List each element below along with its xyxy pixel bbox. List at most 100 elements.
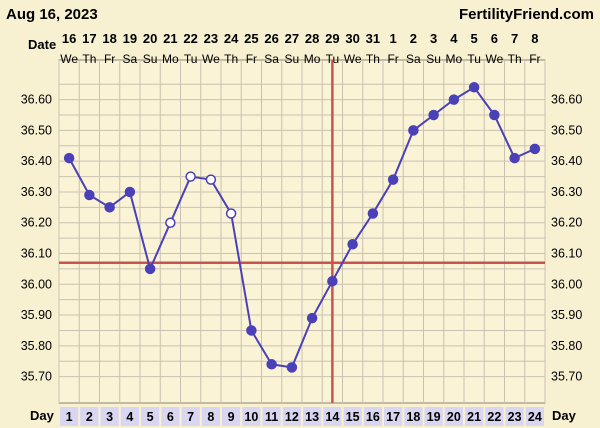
day-number: 1	[66, 410, 73, 424]
day-cell	[262, 407, 281, 426]
date-label: 5	[471, 31, 478, 46]
weekday-label: Su	[285, 52, 300, 66]
date-label: 16	[62, 31, 76, 46]
temperature-point	[468, 82, 480, 93]
day-cell	[404, 407, 423, 426]
temperature-point	[529, 143, 541, 155]
day-cell	[282, 407, 301, 426]
temperature-point	[124, 186, 136, 198]
y-tick-label-right: 36.40	[551, 154, 582, 168]
date-label: 22	[183, 31, 197, 46]
temperature-point	[104, 202, 115, 213]
y-tick-label-right: 36.10	[551, 247, 582, 261]
day-number: 15	[346, 410, 360, 424]
y-tick-label-left: 36.40	[21, 154, 52, 168]
weekday-label: Mo	[162, 52, 179, 66]
y-tick-label-right: 36.00	[551, 277, 582, 291]
weekday-label: Tu	[184, 52, 198, 66]
site-name: FertilityFriend.com	[459, 6, 594, 23]
weekday-label: We	[202, 52, 220, 66]
date-label: 2	[410, 31, 417, 46]
weekday-label: Fr	[529, 52, 540, 66]
date-label: 27	[285, 31, 299, 46]
weekday-label: Fr	[246, 52, 257, 66]
day-number: 18	[406, 410, 420, 424]
date-label: 28	[305, 31, 319, 46]
weekday-label: Su	[143, 52, 158, 66]
y-tick-label-left: 36.60	[21, 93, 52, 107]
date-label: 20	[143, 31, 157, 46]
day-number: 14	[325, 410, 339, 424]
y-tick-label-right: 36.20	[551, 216, 582, 230]
temperature-point	[84, 189, 95, 201]
day-cell	[120, 407, 139, 426]
y-tick-label-right: 36.60	[551, 93, 582, 107]
date-row-label: Date	[28, 37, 56, 52]
day-row-label-left: Day	[30, 408, 55, 423]
day-number: 23	[508, 410, 522, 424]
day-cell	[525, 407, 544, 426]
date-label: 29	[325, 31, 339, 46]
day-cell	[100, 407, 119, 426]
date-label: 23	[204, 31, 218, 46]
temperature-point	[144, 263, 156, 275]
day-number: 16	[366, 410, 380, 424]
y-tick-label-left: 36.20	[21, 216, 52, 230]
plot-area: 35.70 35.70 35.80 35.80 35.90 35.90 36.00 36.00…	[21, 31, 582, 426]
day-number: 24	[528, 410, 542, 424]
weekday-label: Tu	[467, 52, 481, 66]
temperature-point-open	[205, 174, 217, 185]
date-label: 25	[244, 31, 258, 46]
weekday-label: Th	[224, 52, 238, 66]
temperature-point	[408, 125, 419, 136]
temperature-point	[347, 239, 358, 250]
day-number: 10	[244, 410, 258, 424]
day-cell	[505, 407, 524, 426]
temperature-point-open	[165, 217, 176, 228]
weekday-label: Mo	[446, 52, 463, 66]
temperature-point	[327, 275, 338, 287]
date-label: 4	[450, 31, 458, 46]
day-number: 3	[106, 410, 113, 424]
day-cell	[201, 407, 220, 426]
temperature-point-open	[225, 208, 237, 219]
y-tick-label-right: 35.70	[551, 370, 582, 384]
y-tick-label-right: 35.80	[551, 339, 582, 353]
day-number: 17	[386, 410, 400, 424]
weekday-label: Th	[82, 52, 96, 66]
day-cell	[343, 407, 362, 426]
day-cell	[323, 407, 342, 426]
day-cell	[60, 407, 79, 426]
weekday-label: Sa	[406, 52, 421, 66]
day-number: 11	[265, 410, 278, 424]
date-label: 8	[531, 31, 538, 46]
temperature-point	[448, 94, 460, 105]
day-cell	[424, 407, 443, 426]
day-number: 9	[228, 410, 235, 424]
weekday-label: Sa	[264, 52, 279, 66]
date-label: 26	[264, 31, 278, 46]
day-cell	[303, 407, 322, 426]
weekday-label: We	[60, 52, 78, 66]
y-tick-label-left: 36.30	[21, 185, 52, 199]
y-tick-label-left: 35.90	[21, 308, 52, 322]
day-cell	[80, 407, 99, 426]
weekday-label: Fr	[104, 52, 115, 66]
day-number: 12	[285, 410, 299, 424]
day-cell	[363, 407, 382, 426]
day-row-label-right: Day	[552, 408, 577, 423]
y-tick-label-right: 36.50	[551, 123, 582, 137]
temperature-point	[509, 152, 520, 164]
weekday-label: Mo	[304, 52, 321, 66]
y-tick-label-left: 36.00	[21, 277, 52, 291]
y-tick-label-left: 35.70	[21, 370, 52, 384]
weekday-label: We	[485, 52, 503, 66]
temperature-point	[428, 109, 439, 121]
day-number: 8	[207, 410, 214, 424]
weekday-label: Su	[426, 52, 441, 66]
date-label: 1	[390, 31, 397, 46]
day-cell	[161, 407, 180, 426]
day-cell	[242, 407, 261, 426]
day-cell	[141, 407, 160, 426]
